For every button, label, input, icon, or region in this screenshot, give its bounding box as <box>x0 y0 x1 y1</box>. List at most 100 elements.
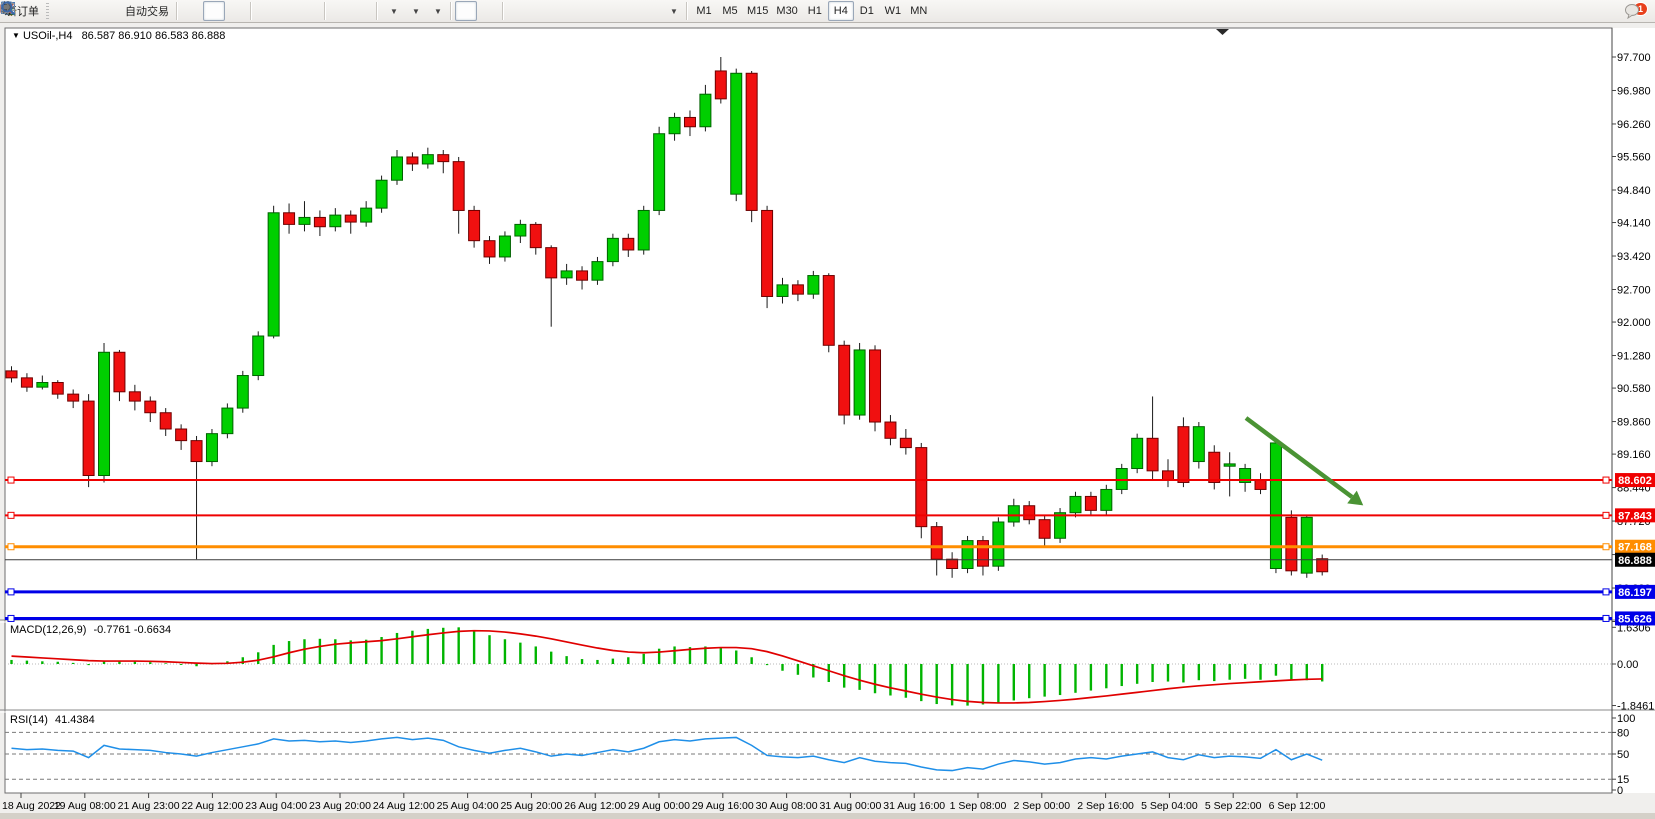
tile-windows-button[interactable] <box>2 1 321 21</box>
cursor-tool-button[interactable] <box>4 1 477 21</box>
plot-area[interactable] <box>4 27 1613 794</box>
candle-body <box>498 235 511 258</box>
candle-body <box>1069 495 1082 514</box>
line-handle[interactable] <box>1602 511 1610 519</box>
price-tick-label: 94.840 <box>1617 185 1651 197</box>
line-handle[interactable] <box>7 511 15 519</box>
price-label-box <box>1615 611 1655 626</box>
text-label-tool[interactable]: T <box>1 1 661 21</box>
price-label-box <box>1615 508 1655 523</box>
candle-body <box>791 284 804 295</box>
line-handle[interactable] <box>7 543 15 551</box>
line-handle[interactable] <box>7 614 15 622</box>
line-handle[interactable] <box>7 588 15 596</box>
candle-body <box>1239 468 1252 483</box>
toolbar-separator <box>324 2 326 20</box>
candle-body <box>1084 495 1097 511</box>
candlestick-mode-button[interactable] <box>2 1 225 21</box>
chart-shift-marker[interactable] <box>1216 29 1229 35</box>
timeframe-button-w1[interactable]: W1 <box>884 5 902 17</box>
price-tick-label: 91.280 <box>1617 351 1651 363</box>
timeframe-button-h1[interactable]: H1 <box>807 5 822 17</box>
candle-body <box>36 382 49 388</box>
top-toolbar: 新订单 自动交易 <box>0 0 1655 23</box>
price-tick-label: 92.700 <box>1617 285 1651 297</box>
candle-body <box>961 540 974 569</box>
price-label-text: 86.888 <box>1618 555 1652 567</box>
candle-body <box>730 72 743 195</box>
candle-body <box>930 526 943 560</box>
candle-body <box>159 412 172 430</box>
line-handle[interactable] <box>7 476 15 484</box>
macd-tick-label: -1.8461 <box>1617 701 1654 713</box>
chart-ohlc-values: 86.587 86.910 86.583 86.888 <box>81 30 226 42</box>
candle-body <box>406 156 419 165</box>
vertical-line-tool[interactable] <box>7 1 529 21</box>
candle-body <box>67 393 80 402</box>
new-chart-button[interactable]: ▼ <box>1 1 403 21</box>
candle-body <box>437 154 450 163</box>
zoom-in-button[interactable] <box>1 1 277 21</box>
crosshair-tool-button[interactable] <box>1 1 499 21</box>
chevron-down-icon: ▼ <box>390 6 398 16</box>
timeframe-button-m15[interactable]: M15 <box>747 5 769 17</box>
timeframe-button-d1[interactable]: D1 <box>859 5 874 17</box>
fibonacci-tool[interactable]: F <box>2 1 617 21</box>
timeframe-button-m30[interactable]: M30 <box>776 5 798 17</box>
bar-chart-mode-button[interactable] <box>2 1 203 21</box>
price-tick-label: 89.160 <box>1617 449 1651 461</box>
rsi-tick-label: 100 <box>1617 713 1635 725</box>
toolbar-separator <box>686 2 688 20</box>
channel-tool[interactable]: E <box>1 1 595 21</box>
symbol-dropdown-icon[interactable]: ▼ <box>12 31 20 40</box>
zoom-out-button[interactable] <box>1 1 299 21</box>
deposit-button[interactable] <box>1 1 74 21</box>
timeframe-button-h4[interactable]: H4 <box>827 1 854 21</box>
candle-body <box>329 214 342 228</box>
periods-button[interactable]: ▼ <box>1 1 425 21</box>
date-tick-label: 30 Aug 08:00 <box>756 800 818 812</box>
auto-trading-button[interactable]: 自动交易 <box>0 1 173 21</box>
date-tick-label: 23 Aug 20:00 <box>309 800 371 812</box>
price-label-text: 87.168 <box>1618 542 1652 554</box>
date-tick-label: 1 Sep 08:00 <box>950 800 1007 812</box>
indicators-button[interactable]: ▼ <box>1 1 447 21</box>
candle-body <box>267 212 280 337</box>
candle-body <box>1115 468 1128 490</box>
trendline-tool[interactable] <box>2 1 573 21</box>
rsi-tick-label: 80 <box>1617 727 1629 739</box>
chevron-down-icon: ▼ <box>670 6 678 16</box>
arrows-tool[interactable]: ▼ <box>3 1 683 21</box>
line-handle[interactable] <box>1602 614 1610 622</box>
price-axis-area[interactable] <box>1612 28 1655 793</box>
candle-body <box>468 209 481 242</box>
auto-scroll-button[interactable] <box>2 1 351 21</box>
candle-body <box>1038 519 1051 539</box>
candle-body <box>1316 558 1329 573</box>
candle-body <box>761 209 774 297</box>
candle-body <box>776 284 789 297</box>
search-button[interactable] <box>1 1 1623 21</box>
line-handle[interactable] <box>1602 588 1610 596</box>
line-chart-mode-button[interactable] <box>2 1 247 21</box>
auto-trading-label: 自动交易 <box>125 6 169 18</box>
timeframe-button-mn[interactable]: MN <box>910 5 928 17</box>
signals-button[interactable] <box>0 1 118 21</box>
text-tool[interactable]: A <box>4 1 639 21</box>
horizontal-line-tool[interactable] <box>2 1 551 21</box>
market-watch-button[interactable] <box>1 1 96 21</box>
date-tick-label: 22 Aug 12:00 <box>181 800 243 812</box>
candle-body <box>313 216 326 228</box>
candle-body <box>82 400 95 477</box>
trend-arrow-head[interactable] <box>1347 490 1364 506</box>
toolbar-separator <box>376 2 378 20</box>
line-handle[interactable] <box>1602 543 1610 551</box>
line-handle[interactable] <box>1602 476 1610 484</box>
notifications-button[interactable]: 1 <box>1623 1 1648 21</box>
trend-arrow-line[interactable] <box>1244 416 1354 499</box>
timeframe-button-m5[interactable]: M5 <box>722 5 738 17</box>
timeframe-button-m1[interactable]: M1 <box>696 5 712 17</box>
rsi-tick-label: 0 <box>1617 785 1623 797</box>
chart-shift-button[interactable] <box>2 1 373 21</box>
